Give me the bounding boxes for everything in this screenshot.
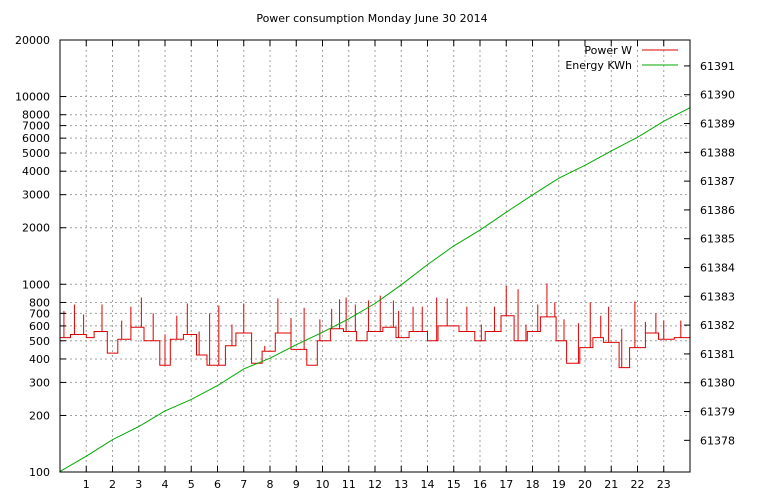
y-tick-label: 1000 bbox=[22, 278, 50, 291]
y2-tick-label: 61391 bbox=[700, 60, 735, 73]
y-tick-label: 600 bbox=[29, 320, 50, 333]
x-tick-label: 5 bbox=[188, 478, 195, 491]
y-tick-label: 700 bbox=[29, 307, 50, 320]
y-tick-label: 100 bbox=[29, 466, 50, 479]
y2-tick-label: 61388 bbox=[700, 146, 735, 159]
x-tick-label: 8 bbox=[267, 478, 274, 491]
series-line-energy bbox=[59, 107, 691, 472]
y2-tick-label: 61378 bbox=[700, 434, 735, 447]
x-tick-label: 6 bbox=[214, 478, 221, 491]
y2-tick-label: 61390 bbox=[700, 89, 735, 102]
grid-lines bbox=[60, 39, 690, 473]
x-tick-label: 9 bbox=[293, 478, 300, 491]
x-tick-label: 4 bbox=[162, 478, 169, 491]
y2-tick-label: 61385 bbox=[700, 233, 735, 246]
legend-label: Power W bbox=[584, 44, 632, 57]
x-tick-label: 11 bbox=[342, 478, 356, 491]
y-tick-label: 800 bbox=[29, 296, 50, 309]
x-tick-label: 23 bbox=[657, 478, 671, 491]
x-tick-label: 12 bbox=[368, 478, 382, 491]
y-tick-label: 500 bbox=[29, 335, 50, 348]
y-tick-label: 5000 bbox=[22, 147, 50, 160]
y2-tick-label: 61389 bbox=[700, 118, 735, 131]
y-tick-label: 400 bbox=[29, 353, 50, 366]
x-tick-label: 17 bbox=[499, 478, 513, 491]
series-layer bbox=[59, 107, 691, 472]
x-tick-label: 10 bbox=[316, 478, 330, 491]
x-tick-label: 20 bbox=[578, 478, 592, 491]
x-tick-label: 1 bbox=[83, 478, 90, 491]
x-tick-label: 2 bbox=[109, 478, 116, 491]
y2-tick-label: 61381 bbox=[700, 348, 735, 361]
chart-title: Power consumption Monday June 30 2014 bbox=[256, 12, 487, 25]
x-tick-label: 18 bbox=[526, 478, 540, 491]
x-tick-label: 3 bbox=[135, 478, 142, 491]
y-tick-label: 3000 bbox=[22, 189, 50, 202]
y-tick-label: 2000 bbox=[22, 222, 50, 235]
y2-tick-label: 61386 bbox=[700, 204, 735, 217]
legend: Power W Energy KWh bbox=[565, 44, 678, 72]
plot-frame bbox=[59, 39, 691, 473]
y-tick-label: 200 bbox=[29, 409, 50, 422]
y2-tick-label: 61380 bbox=[700, 377, 735, 390]
y-tick-label: 10000 bbox=[15, 91, 50, 104]
legend-label: Energy KWh bbox=[565, 59, 632, 72]
axes: 1 2 3 4 5 6 7 8 9 10 11 12 13 14 15 16 17 18 19 20 21 22 23100… bbox=[15, 34, 735, 491]
y-tick-label: 7000 bbox=[22, 120, 50, 133]
y-tick-label: 4000 bbox=[22, 165, 50, 178]
y2-tick-label: 61382 bbox=[700, 319, 735, 332]
y-tick-label: 6000 bbox=[22, 132, 50, 145]
x-tick-label: 19 bbox=[552, 478, 566, 491]
series-line-power bbox=[60, 315, 690, 369]
y-tick-label: 300 bbox=[29, 376, 50, 389]
x-tick-label: 22 bbox=[631, 478, 645, 491]
y2-tick-label: 61383 bbox=[700, 290, 735, 303]
x-tick-label: 7 bbox=[240, 478, 247, 491]
y2-tick-label: 61379 bbox=[700, 406, 735, 419]
x-tick-label: 13 bbox=[394, 478, 408, 491]
y-tick-label: 8000 bbox=[22, 109, 50, 122]
y2-tick-label: 61384 bbox=[700, 262, 735, 275]
y2-tick-label: 61387 bbox=[700, 175, 735, 188]
y-tick-label: 20000 bbox=[15, 34, 50, 47]
x-tick-label: 21 bbox=[604, 478, 618, 491]
x-tick-label: 16 bbox=[473, 478, 487, 491]
x-tick-label: 14 bbox=[421, 478, 435, 491]
x-tick-label: 15 bbox=[447, 478, 461, 491]
